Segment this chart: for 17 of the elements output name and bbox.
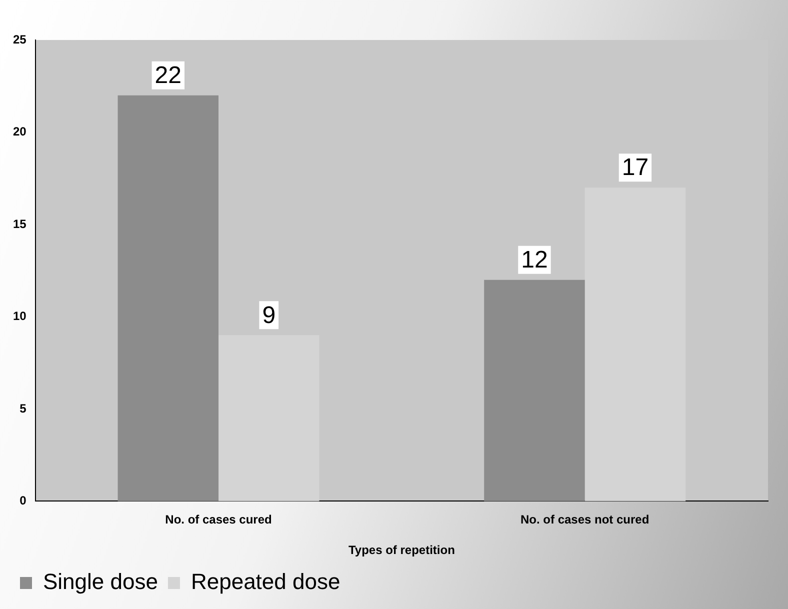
y-tick-label: 10 (12, 309, 27, 324)
data-label: 17 (622, 154, 649, 182)
legend-label: Single dose (43, 569, 158, 594)
y-tick-label: 15 (12, 216, 27, 231)
data-label: 12 (521, 246, 548, 274)
x-axis-title: Types of repetition (348, 543, 455, 558)
x-tick-label: No. of cases not cured (520, 512, 650, 527)
data-label: 22 (154, 62, 182, 89)
bar (484, 280, 585, 502)
bar (118, 95, 219, 502)
legend-label: Repeated dose (190, 569, 340, 594)
y-tick-label: 20 (12, 124, 27, 139)
y-tick-label: 5 (20, 401, 27, 416)
y-tick-label: 25 (12, 32, 27, 46)
x-tick-label: No. of cases cured (165, 512, 272, 527)
data-label: 9 (262, 302, 276, 329)
y-tick-label: 0 (20, 494, 27, 508)
